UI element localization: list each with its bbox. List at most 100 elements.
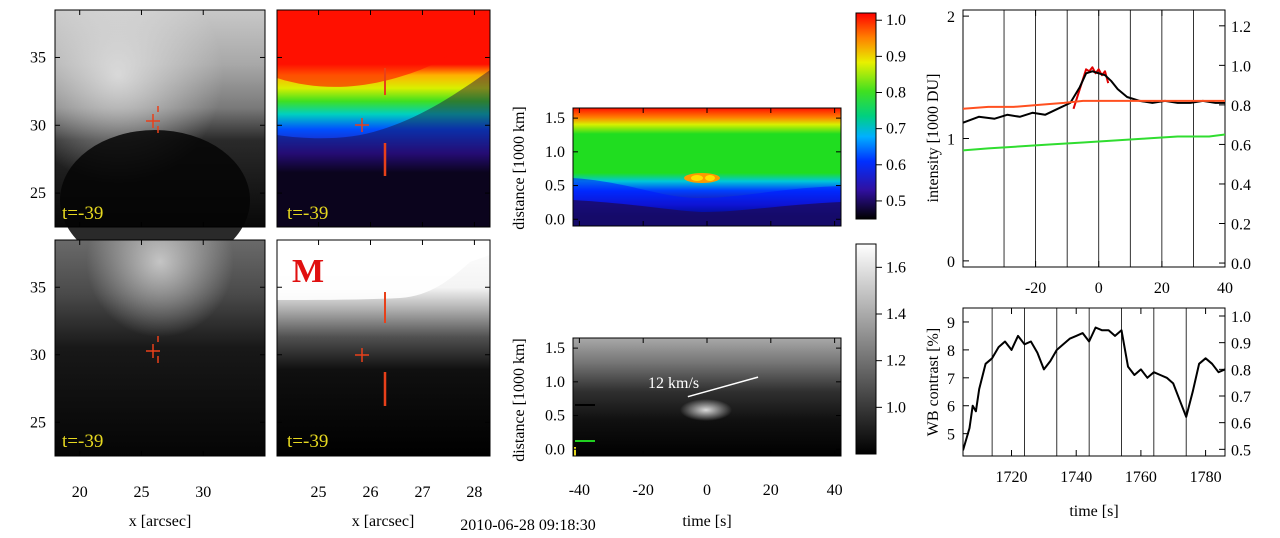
x-tick-label: 25 [133,484,149,501]
time-label: t=-39 [62,431,103,452]
y-right-tick-label: 0.6 [1231,137,1251,154]
y-right-tick-label: 0.2 [1231,217,1251,234]
y-tick-label: 35 [30,49,46,66]
line-chart-intensity: 0 1 2 0.0 0.2 0.4 0.6 0.8 1.0 1.2 -20 0 20 40 [947,9,1251,297]
x-tick-label: 20 [72,484,88,501]
y-right-tick-label: 0.8 [1231,98,1251,115]
colorbar-tick-label: 1.4 [886,306,906,323]
panel-M-label: M [292,253,324,290]
line-chart-wb-contrast: 5 6 7 8 9 0.5 0.6 0.7 0.8 0.9 1.0 1720 1740 1760 1780 [947,307,1251,486]
y-right-tick-label: 0.0 [1231,256,1251,273]
y-right-tick-label: 0.9 [1231,336,1251,353]
x-tick-label: -20 [633,482,654,499]
x-tick-label: 30 [195,484,211,501]
x-tick-label: 20 [763,482,779,499]
y-axis-label-intensity: intensity [1000 DU] [925,74,942,203]
colorbar-tick-label: 0.9 [886,48,906,65]
colorbar-tick-label: 1.2 [886,353,906,370]
series-line-orange [963,99,1225,110]
colorbar-tick-label: 0.5 [886,193,906,210]
y-left-tick-label: 9 [947,315,955,332]
y-tick-label: 1.0 [545,374,565,391]
y-tick-label: 30 [30,117,46,134]
timestamp: 2010-06-28 09:18:30 [460,517,596,534]
x-tick-label: 1740 [1060,469,1092,486]
speed-line [687,376,759,398]
y-tick-label: 0.5 [545,408,565,425]
y-left-tick-label: 5 [947,427,955,444]
y-axis-label-bottom: distance [1000 km] [511,338,528,462]
y-left-tick-label: 2 [947,9,955,26]
series-line-black [963,70,1225,124]
colorbar-tick-label: 1.0 [886,399,906,416]
time-slice-axes: 0.0 0.5 1.0 1.5 0.0 0.5 1.0 1.5 -40 -20 0 20 40 [545,108,843,499]
time-label: t=-39 [62,203,103,224]
x-axis-label-time-s: time [s] [1069,503,1118,520]
colorbar-tick-label: 1.6 [886,259,906,276]
x-tick-label: 26 [363,484,379,501]
x-axis-label-time: time [s] [682,513,731,530]
y-tick-label: 1.5 [545,340,565,357]
y-tick-label: 1.5 [545,110,565,127]
marker-plus [355,292,387,406]
y-right-tick-label: 0.4 [1231,177,1251,194]
image-panel-bottom-right: M t=-39 [276,239,491,457]
image-panel-top-left: t=-39 [54,9,266,270]
y-axis-label-top: distance [1000 km] [511,106,528,230]
marker-plus [146,106,160,133]
x-tick-label: -40 [569,482,590,499]
y-left-tick-label: 7 [947,371,955,388]
colorbar-tick-label: 0.8 [886,85,906,102]
y-tick-label: 30 [30,347,46,364]
image-panel-top-right: t=-39 [276,9,491,228]
y-right-tick-label: 1.0 [1231,58,1251,75]
marker-plus [146,336,160,363]
x-tick-label: 40 [1217,280,1233,297]
y-tick-label: 35 [30,279,46,296]
x-axis-label: x [arcsec] [129,513,192,530]
colorbar-bottom [855,243,877,455]
x-tick-label: 25 [311,484,327,501]
y-right-tick-label: 1.2 [1231,19,1251,36]
y-left-tick-label: 8 [947,343,955,360]
y-tick-label: 0.5 [545,178,565,195]
y-right-tick-label: 0.6 [1231,416,1251,433]
x-tick-label: 1780 [1190,469,1222,486]
speed-annotation: 12 km/s [648,375,699,392]
x-tick-label: 1760 [1125,469,1157,486]
x-tick-label: 40 [827,482,843,499]
x-tick-label: 0 [703,482,711,499]
colorbar-tick-label: 0.7 [886,121,906,138]
y-tick-label: 0.0 [545,211,565,228]
image-panel-axes: 25 30 35 25 30 35 20 25 30 25 26 27 28 [30,10,490,501]
y-right-tick-label: 0.5 [1231,442,1251,459]
x-tick-label: 0 [1095,280,1103,297]
y-tick-label: 25 [30,185,46,202]
colorbar-tick-label: 0.6 [886,157,906,174]
image-panel-bottom-left: t=-39 [54,239,266,457]
y-tick-label: 1.0 [545,144,565,161]
y-left-tick-label: 6 [947,399,955,416]
series-line-wb-contrast [963,326,1225,451]
time-slice-bottom: 12 km/s [572,337,842,457]
x-tick-label: 27 [414,484,430,501]
time-label: t=-39 [287,431,328,452]
y-axis-label-wb: WB contrast [%] [925,328,942,436]
y-left-tick-label: 1 [947,132,955,149]
x-tick-label: 28 [466,484,482,501]
y-right-tick-label: 0.7 [1231,389,1251,406]
y-right-tick-label: 1.0 [1231,309,1251,326]
y-right-tick-label: 0.8 [1231,362,1251,379]
y-tick-label: 0.0 [545,441,565,458]
series-line-green [963,133,1225,152]
y-tick-label: 25 [30,414,46,431]
marker-plus [355,68,387,176]
x-axis-label: x [arcsec] [352,513,415,530]
x-tick-label: -20 [1025,280,1046,297]
x-tick-label: 1720 [996,469,1028,486]
colorbar-ticks: 1.0 0.9 0.8 0.7 0.6 0.5 1.6 1.4 1.2 1.0 [876,12,906,416]
time-label: t=-39 [287,203,328,224]
time-slice-top [572,107,842,227]
colorbar-top [855,12,877,220]
